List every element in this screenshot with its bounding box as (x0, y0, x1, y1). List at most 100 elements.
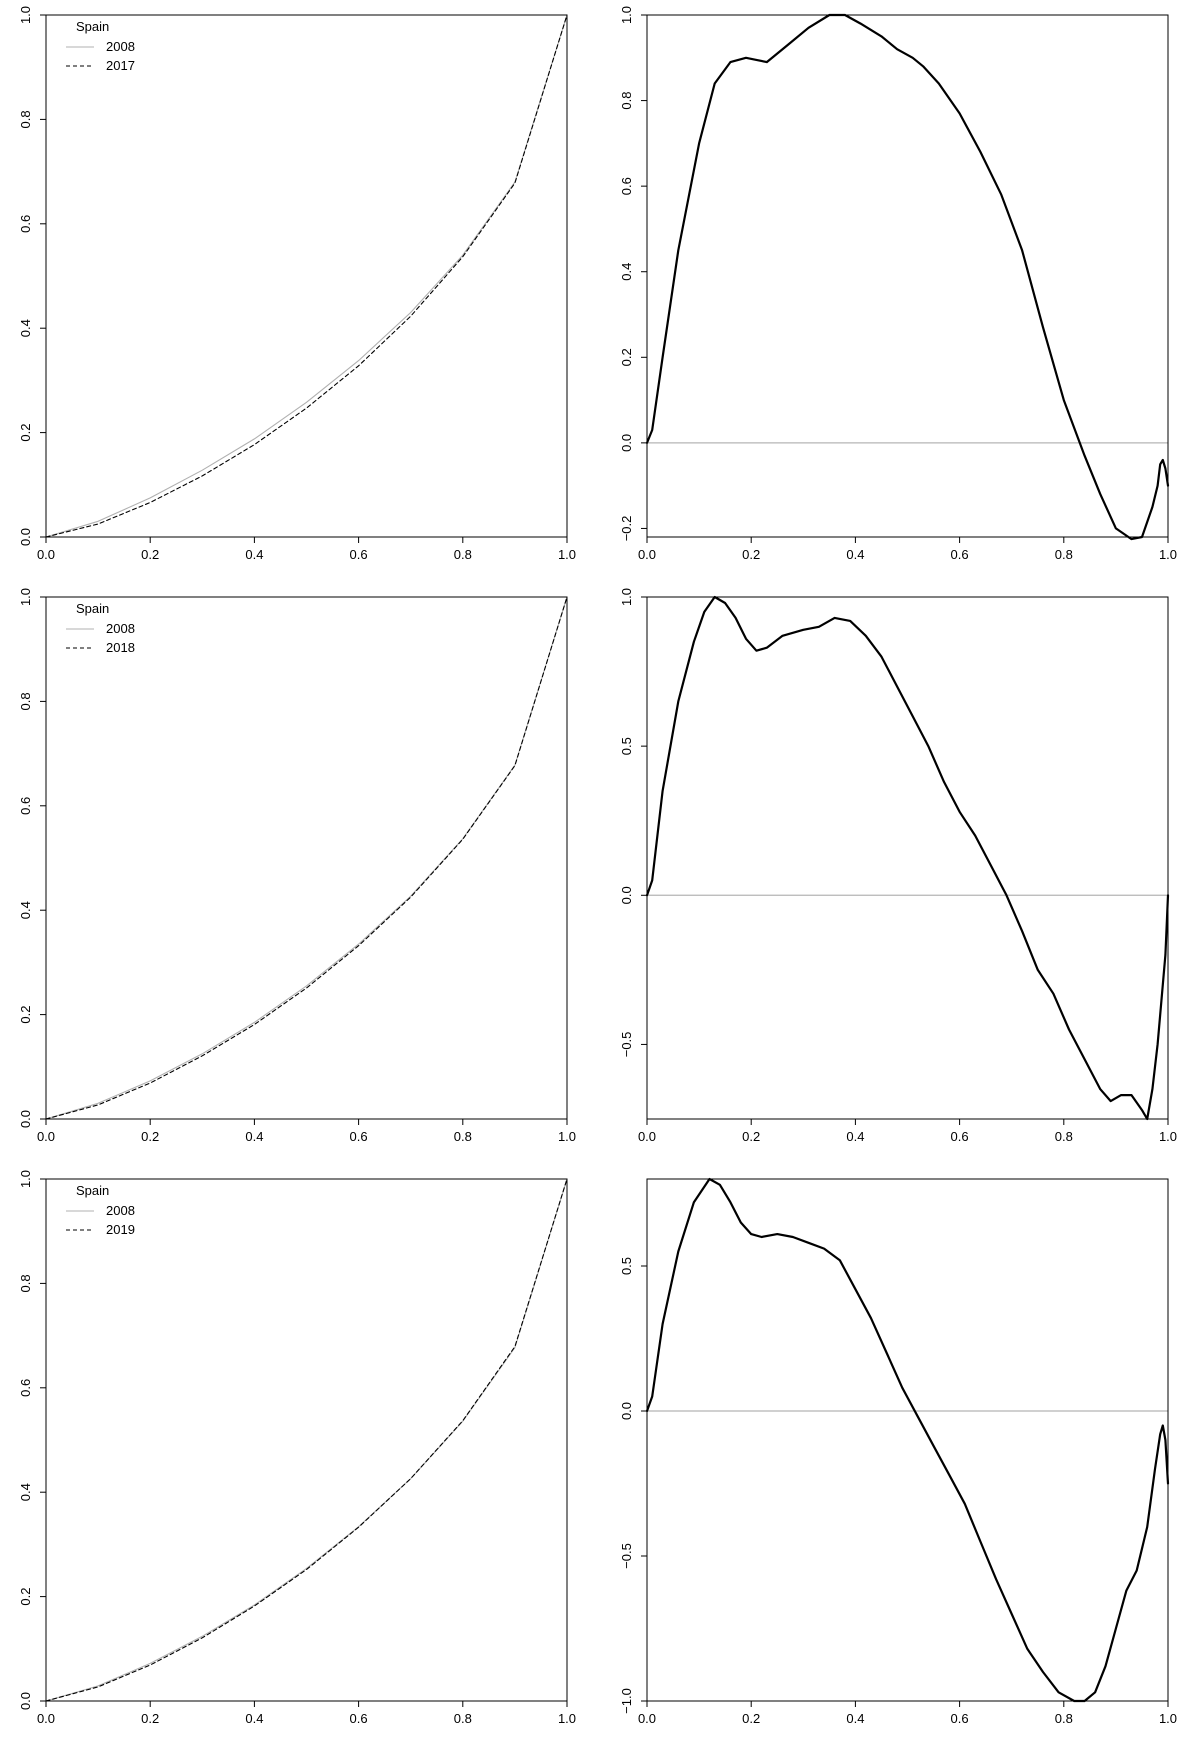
x-tick-label: 1.0 (1159, 547, 1177, 562)
x-tick-label: 0.4 (846, 547, 864, 562)
x-tick-label: 0.2 (742, 1129, 760, 1144)
series-line-2017 (45, 14, 568, 538)
plot-frame (45, 1178, 568, 1702)
x-tick-label: 0.4 (245, 1129, 263, 1144)
series-line-2018 (45, 596, 568, 1120)
x-tick-label: 0.0 (37, 1711, 55, 1726)
y-tick-label: 0.2 (18, 1006, 33, 1024)
x-tick-label: 0.8 (454, 547, 472, 562)
chart-panel-4: 0.0 0.2 0.4 0.6 0.8 1.0 −0.5 0.0 0.5 1.0 (619, 588, 1177, 1144)
plot-frame (646, 14, 1169, 538)
x-tick-label: 0.6 (350, 547, 368, 562)
x-tick-label: 0.2 (141, 1711, 159, 1726)
x-tick-label: 0.8 (454, 1129, 472, 1144)
y-tick-label: 0.4 (619, 263, 634, 281)
x-tick-label: 0.4 (846, 1711, 864, 1726)
y-tick-label: −0.5 (619, 1543, 634, 1569)
plot-frame (646, 1178, 1169, 1702)
x-tick-label: 0.8 (1055, 1129, 1073, 1144)
x-tick-label: 1.0 (558, 1129, 576, 1144)
x-tick-label: 0.8 (1055, 547, 1073, 562)
plot-frame (45, 14, 568, 538)
y-tick-label: 0.0 (619, 434, 634, 452)
y-tick-label: 0.0 (18, 528, 33, 546)
series-line-2008 (45, 1178, 568, 1702)
y-tick-label: −1.0 (619, 1688, 634, 1714)
x-tick-label: 0.0 (37, 547, 55, 562)
x-tick-label: 1.0 (1159, 1129, 1177, 1144)
y-tick-label: 0.8 (18, 1274, 33, 1292)
legend-entry-2019: 2019 (106, 1222, 135, 1237)
plot-frame (45, 596, 568, 1120)
y-tick-label: 0.2 (18, 424, 33, 442)
x-tick-label: 0.0 (638, 547, 656, 562)
y-tick-label: 0.4 (18, 1483, 33, 1501)
x-tick-label: 0.8 (1055, 1711, 1073, 1726)
legend-entry-2018: 2018 (106, 640, 135, 655)
y-tick-label: 0.0 (18, 1110, 33, 1128)
series-line-2019 (45, 1178, 568, 1702)
x-tick-label: 0.2 (742, 1711, 760, 1726)
x-tick-label: 0.6 (951, 1711, 969, 1726)
y-tick-label: 0.6 (18, 797, 33, 815)
y-tick-label: 0.6 (18, 215, 33, 233)
x-tick-label: 0.2 (141, 1129, 159, 1144)
y-tick-label: 0.5 (619, 737, 634, 755)
y-tick-label: 1.0 (619, 6, 634, 24)
x-tick-label: 0.6 (350, 1129, 368, 1144)
y-tick-label: −0.5 (619, 1032, 634, 1058)
y-tick-label: 1.0 (18, 588, 33, 606)
legend-entry-2008: 2008 (106, 1203, 135, 1218)
plot-frame (646, 596, 1169, 1120)
x-tick-label: 0.0 (638, 1129, 656, 1144)
x-tick-label: 0.8 (454, 1711, 472, 1726)
y-tick-label: 0.4 (18, 319, 33, 337)
legend-title: Spain (76, 1183, 109, 1198)
chart-panel-3: 0.0 0.2 0.4 0.6 0.8 1.0 0.0 0.2 0.4 0.6 0.8 1.0 Spai… (18, 588, 576, 1144)
legend-entry-2008: 2008 (106, 621, 135, 636)
y-tick-label: 0.6 (619, 177, 634, 195)
y-tick-label: 1.0 (18, 6, 33, 24)
x-tick-label: 0.0 (638, 1711, 656, 1726)
y-tick-label: 0.4 (18, 901, 33, 919)
legend-entry-2008: 2008 (106, 39, 135, 54)
y-tick-label: 0.8 (18, 110, 33, 128)
y-tick-label: 0.8 (18, 692, 33, 710)
x-tick-label: 0.2 (141, 547, 159, 562)
legend-title: Spain (76, 601, 109, 616)
chart-panel-6: 0.0 0.2 0.4 0.6 0.8 1.0 −1.0 −0.5 0.0 0.5 (619, 1177, 1177, 1726)
series-line-diff-1 (645, 1177, 1170, 1703)
x-tick-label: 0.4 (245, 547, 263, 562)
x-tick-label: 0.0 (37, 1129, 55, 1144)
y-tick-label: 0.8 (619, 92, 634, 110)
y-tick-label: 0.5 (619, 1257, 634, 1275)
x-tick-label: 1.0 (558, 547, 576, 562)
series-line-2008 (45, 596, 568, 1120)
y-tick-label: 0.6 (18, 1379, 33, 1397)
x-tick-label: 0.2 (742, 547, 760, 562)
y-tick-label: 0.0 (619, 886, 634, 904)
chart-panel-5: 0.0 0.2 0.4 0.6 0.8 1.0 0.0 0.2 0.4 0.6 0.8 1.0 Spai… (18, 1170, 576, 1726)
y-tick-label: 1.0 (18, 1170, 33, 1188)
x-tick-label: 1.0 (1159, 1711, 1177, 1726)
x-tick-label: 0.4 (846, 1129, 864, 1144)
y-tick-label: 0.0 (18, 1692, 33, 1710)
x-tick-label: 0.6 (951, 1129, 969, 1144)
y-tick-label: 0.0 (619, 1402, 634, 1420)
x-tick-label: 0.6 (951, 547, 969, 562)
y-tick-label: 0.2 (619, 348, 634, 366)
x-tick-label: 0.6 (350, 1711, 368, 1726)
legend-entry-2017: 2017 (106, 58, 135, 73)
legend-title: Spain (76, 19, 109, 34)
series-line-diff-1 (645, 13, 1170, 541)
y-tick-label: −0.2 (619, 516, 634, 542)
series-line-diff-1 (645, 595, 1170, 1121)
chart-panel-1: 0.0 0.2 0.4 0.6 0.8 1.0 0.0 0.2 0.4 0.6 0.8 1.0 Spai… (18, 6, 576, 562)
x-tick-label: 1.0 (558, 1711, 576, 1726)
y-tick-label: 1.0 (619, 588, 634, 606)
x-tick-label: 0.4 (245, 1711, 263, 1726)
series-line-2008 (45, 14, 568, 538)
chart-panel-2: 0.0 0.2 0.4 0.6 0.8 1.0 −0.2 0.0 0.2 0.4 0.6 0.8 1.0 (619, 6, 1177, 562)
y-tick-label: 0.2 (18, 1588, 33, 1606)
